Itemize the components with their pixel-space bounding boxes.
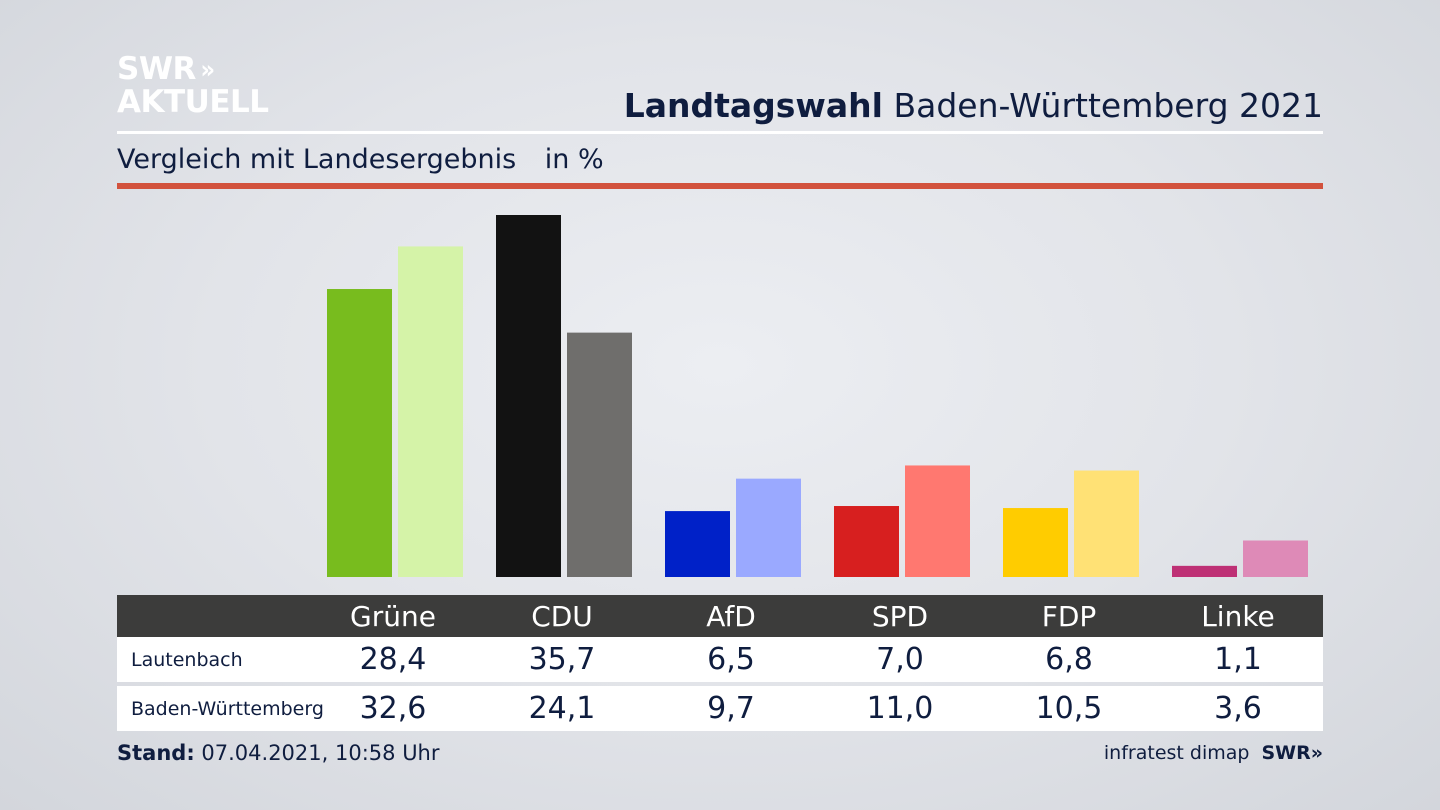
table-row: Lautenbach 28,4 35,7 6,5 7,0 6,8 1,1 bbox=[117, 637, 1323, 682]
header-linke: Linke bbox=[1201, 599, 1275, 633]
table-cell: 6,5 bbox=[707, 642, 755, 677]
title-divider bbox=[117, 131, 1323, 134]
logo-line1: SWR bbox=[117, 51, 196, 87]
source-text: infratest dimap bbox=[1103, 742, 1250, 764]
bar-afd-series-2 bbox=[736, 478, 801, 577]
swr-aktuell-logo: SWR » AKTUELL bbox=[117, 54, 269, 118]
bar-linke-series-1 bbox=[1172, 565, 1237, 577]
table-cell: 28,4 bbox=[359, 642, 427, 677]
bar-afd-series-1 bbox=[665, 511, 730, 577]
table-header: Grüne CDU AfD SPD FDP Linke bbox=[117, 595, 1323, 637]
table-cell: 7,0 bbox=[876, 642, 924, 677]
header-gruene: Grüne bbox=[350, 599, 436, 633]
accent-divider bbox=[117, 183, 1323, 189]
table-cell: 6,8 bbox=[1045, 642, 1093, 677]
page-title: Landtagswahl Baden-Württemberg 2021 bbox=[624, 86, 1323, 125]
bar-fdp-series-2 bbox=[1074, 470, 1139, 577]
table-cell: 1,1 bbox=[1214, 642, 1262, 677]
stand-label: Stand: bbox=[117, 741, 195, 765]
bar-cdu-series-2 bbox=[567, 332, 632, 577]
header-spd: SPD bbox=[871, 599, 929, 633]
row-label: Baden-Württemberg bbox=[131, 697, 324, 720]
swr-logo: SWR» bbox=[1261, 742, 1323, 764]
logo-line2: AKTUELL bbox=[117, 84, 269, 120]
source-credit: infratest dimap SWR» bbox=[1104, 742, 1323, 764]
table-cell: 32,6 bbox=[359, 691, 427, 726]
bar-grne-series-2 bbox=[398, 246, 463, 577]
row-label: Lautenbach bbox=[131, 648, 243, 671]
table-row: Baden-Württemberg 32,6 24,1 9,7 11,0 10,… bbox=[117, 686, 1323, 731]
header-cdu: CDU bbox=[531, 599, 593, 633]
timestamp: Stand: 07.04.2021, 10:58 Uhr bbox=[117, 741, 440, 765]
subtitle-text: Vergleich mit Landesergebnis bbox=[117, 144, 517, 175]
table-cell: 11,0 bbox=[866, 691, 934, 726]
bar-fdp-series-1 bbox=[1003, 508, 1068, 577]
stand-value: 07.04.2021, 10:58 Uhr bbox=[201, 741, 440, 765]
title-bold: Landtagswahl bbox=[623, 86, 883, 125]
header-afd: AfD bbox=[706, 599, 756, 633]
table-cell: 35,7 bbox=[528, 642, 596, 677]
bar-grne-series-1 bbox=[327, 289, 392, 577]
unit-label: in % bbox=[544, 144, 604, 175]
bar-cdu-series-1 bbox=[496, 215, 561, 577]
table-cell: 3,6 bbox=[1214, 691, 1262, 726]
bar-linke-series-2 bbox=[1243, 540, 1308, 577]
bar-spd-series-1 bbox=[834, 506, 899, 577]
table-cell: 10,5 bbox=[1035, 691, 1103, 726]
table-cell: 9,7 bbox=[707, 691, 755, 726]
bar-spd-series-2 bbox=[905, 465, 970, 577]
table-cell: 24,1 bbox=[528, 691, 596, 726]
header-fdp: FDP bbox=[1041, 599, 1097, 633]
chart-subtitle: Vergleich mit Landesergebnis in % bbox=[117, 144, 604, 175]
title-rest: Baden-Württemberg 2021 bbox=[893, 86, 1323, 125]
